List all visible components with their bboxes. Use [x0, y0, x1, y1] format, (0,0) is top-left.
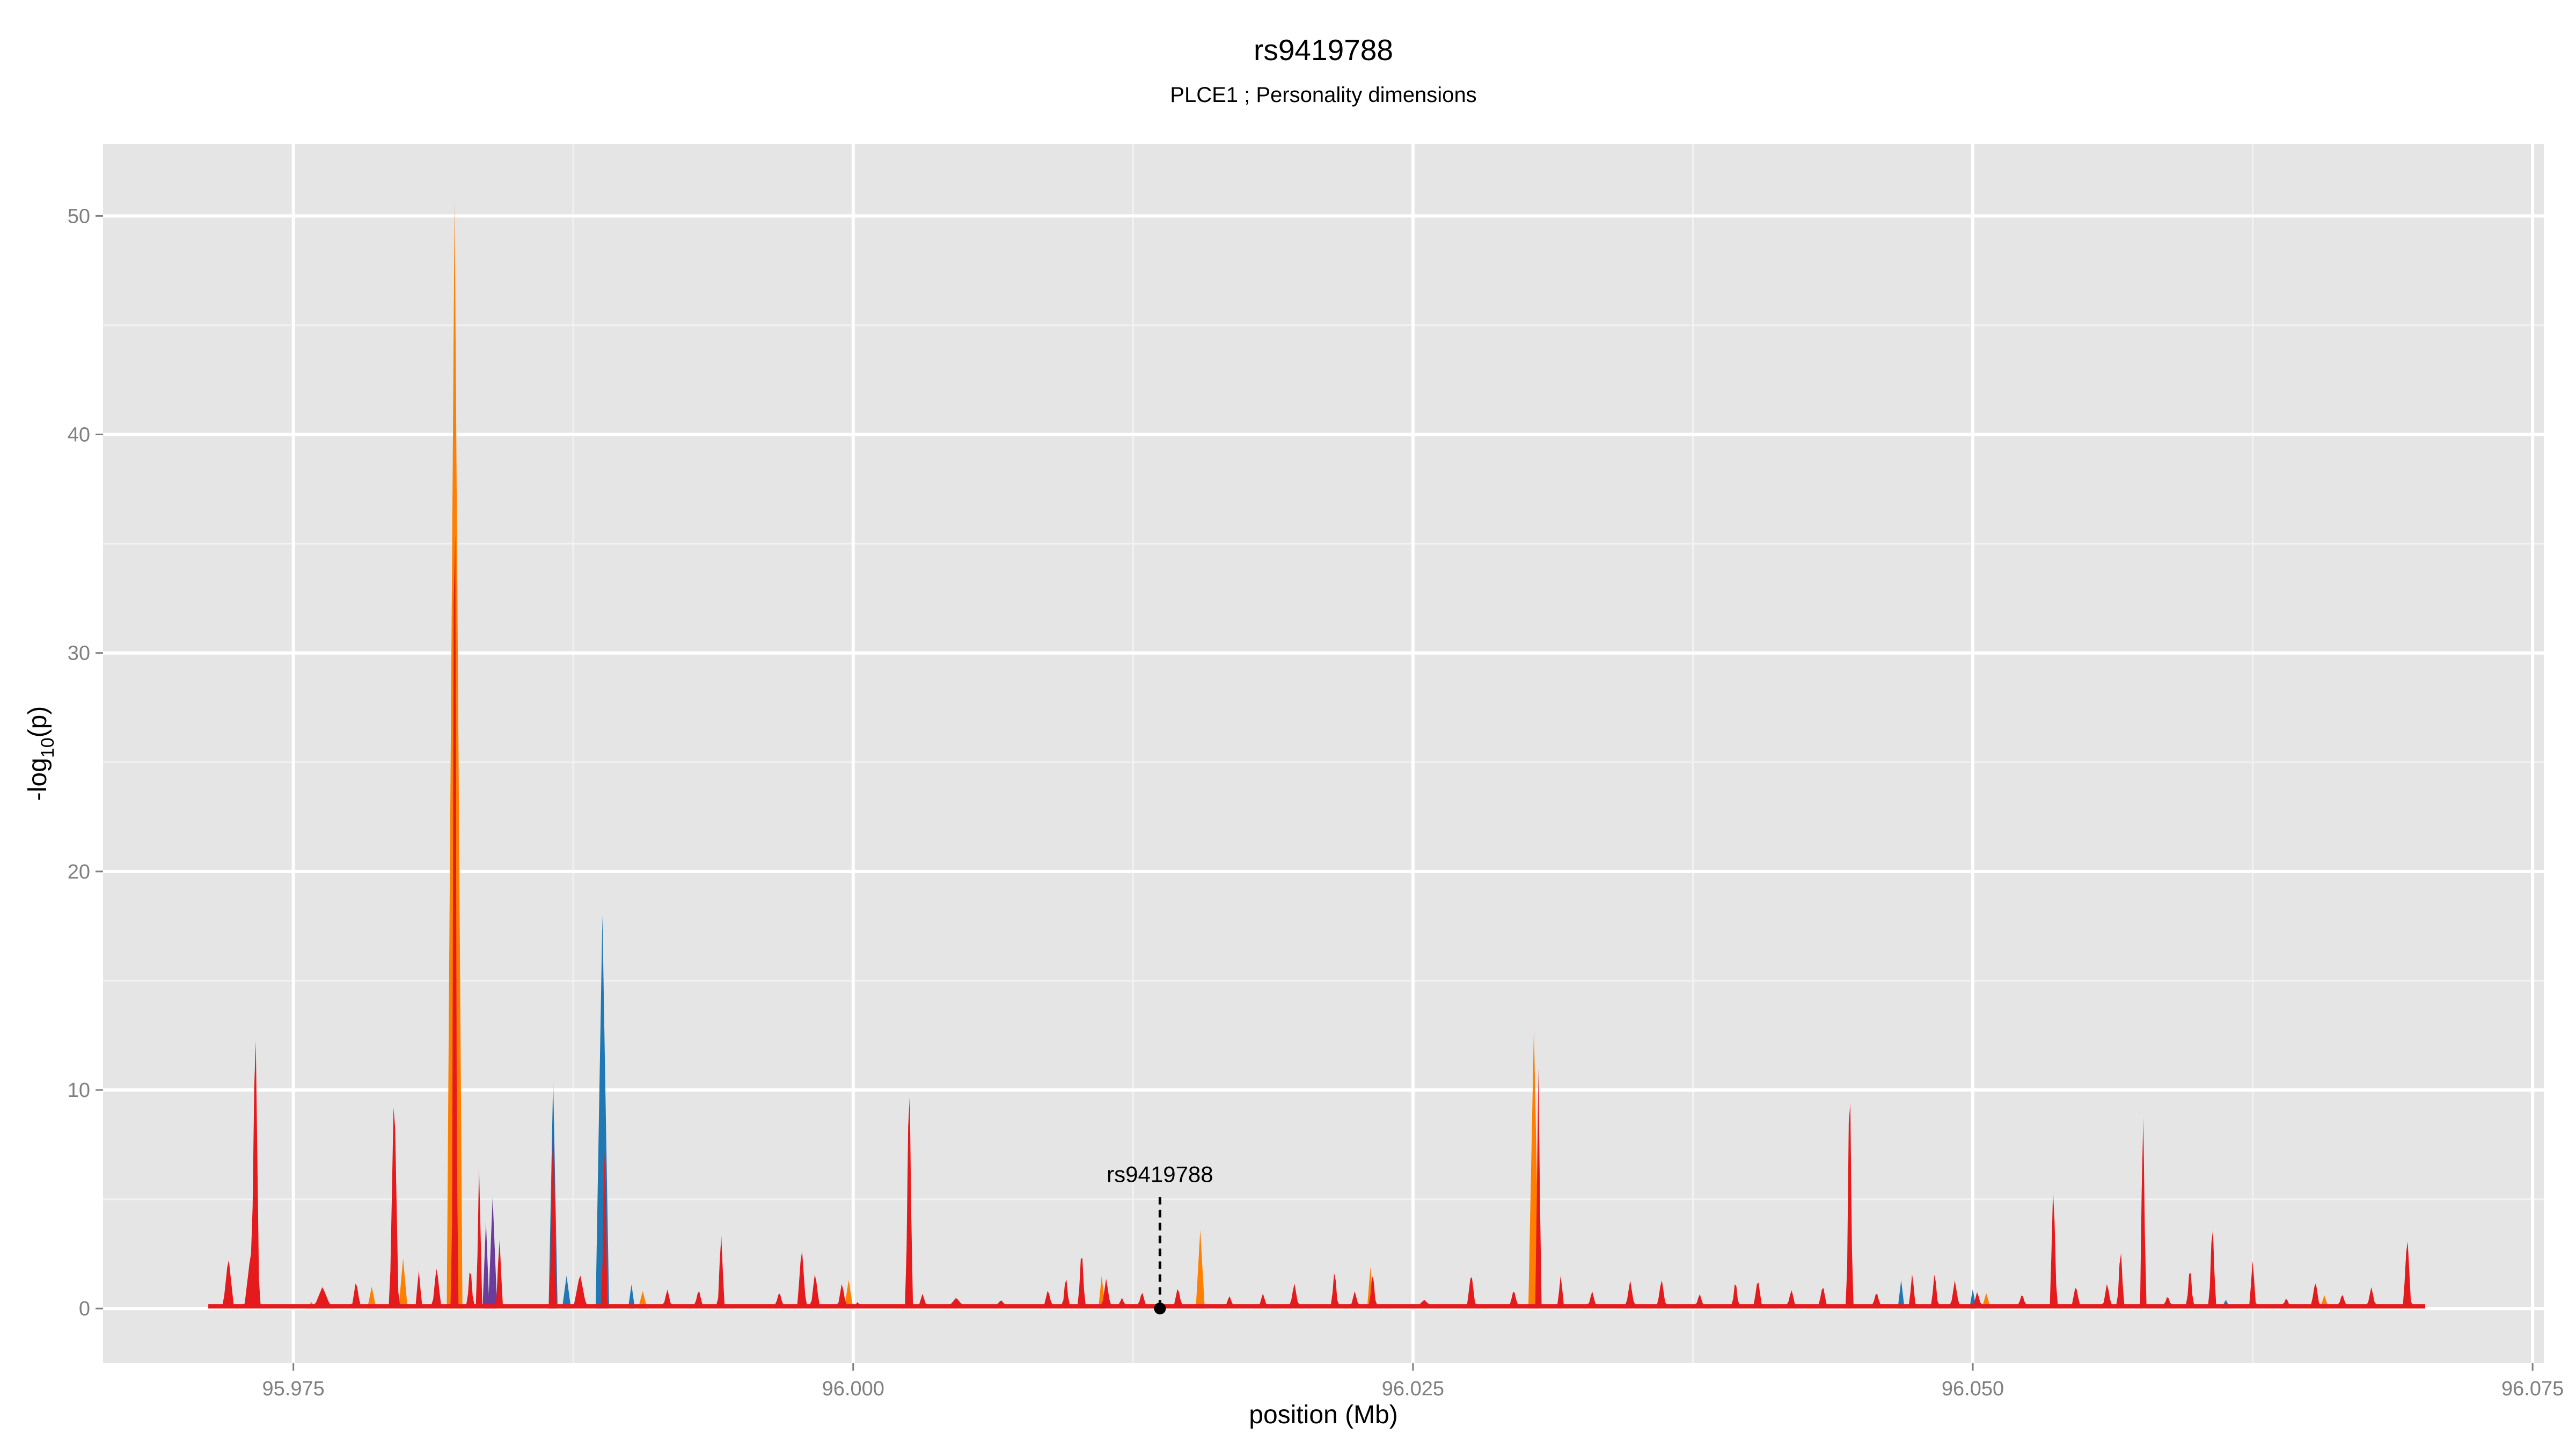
series-blue-peak	[628, 1284, 635, 1309]
x-tick-label: 96.000	[822, 1378, 884, 1400]
y-tick-label: 40	[68, 424, 90, 447]
x-tick-label: 96.075	[2501, 1378, 2564, 1400]
ticks: 95.975 96.000 96.025 96.050 96.075 0 10 20 30 40 5…	[68, 205, 2564, 1400]
x-tick-label: 96.025	[1382, 1378, 1444, 1400]
grid	[103, 144, 2544, 1363]
series-orange-peak	[367, 1286, 376, 1309]
y-axis-title-tail: (p)	[24, 706, 52, 738]
y-tick-label: 10	[68, 1079, 90, 1102]
series-blue-peak	[1898, 1280, 1905, 1309]
series-purple-peak	[488, 1197, 497, 1309]
annotation-point	[1154, 1302, 1166, 1315]
series-orange-peak	[844, 1280, 853, 1309]
y-tick-label: 0	[79, 1298, 90, 1320]
x-tick-label: 96.050	[1942, 1378, 2004, 1400]
series-orange-peak	[398, 1258, 408, 1309]
annotations: rs9419788	[1107, 1162, 1213, 1315]
series-orange-peak	[638, 1291, 647, 1309]
chart-title: rs9419788	[1254, 33, 1393, 67]
y-axis-title-sub: 10	[38, 737, 58, 758]
series-orange-peak	[1196, 1230, 1205, 1309]
y-axis-title-main: -log	[24, 758, 52, 801]
y-axis-title: -log10(p)	[24, 706, 58, 801]
x-tick-label: 95.975	[262, 1378, 325, 1400]
chart-subtitle: PLCE1 ; Personality dimensions	[1170, 83, 1476, 107]
y-tick-label: 20	[68, 861, 90, 883]
y-tick-label: 30	[68, 642, 90, 665]
y-tick-label: 50	[68, 205, 90, 228]
series-purple-peak	[482, 1221, 489, 1309]
plot-areas	[208, 198, 2425, 1309]
annotation-label: rs9419788	[1107, 1162, 1213, 1187]
plot-panel	[103, 144, 2544, 1363]
x-axis-title: position (Mb)	[1249, 1401, 1397, 1429]
series-blue-peak	[562, 1276, 571, 1309]
